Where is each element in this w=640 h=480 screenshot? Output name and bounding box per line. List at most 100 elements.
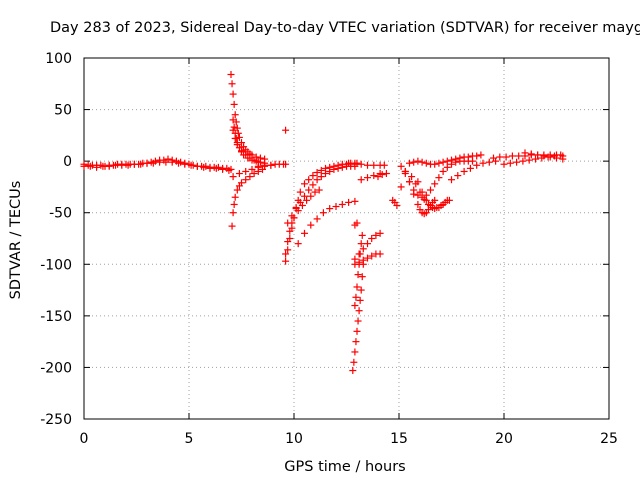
data-point: [193, 162, 201, 170]
data-point: [508, 152, 516, 160]
data-point: [397, 162, 405, 170]
axis-ticks: [83, 57, 610, 420]
data-point: [435, 174, 443, 182]
data-point: [370, 172, 378, 180]
data-point: [473, 161, 481, 169]
data-point: [410, 190, 418, 198]
data-point: [238, 179, 245, 187]
data-point: [364, 240, 371, 248]
data-point: [358, 273, 366, 281]
y-tick-label: 50: [54, 103, 72, 119]
data-point: [282, 160, 290, 168]
data-point: [248, 165, 256, 173]
data-point: [296, 188, 304, 196]
y-tick-label: 100: [45, 51, 72, 67]
data-point: [313, 176, 321, 184]
data-point: [282, 126, 290, 134]
data-point: [284, 238, 292, 246]
data-points: [80, 71, 567, 375]
data-point: [356, 296, 364, 304]
data-point: [296, 198, 304, 206]
data-point: [187, 161, 195, 169]
data-point: [527, 150, 535, 158]
data-point: [477, 151, 485, 159]
data-point: [238, 147, 245, 155]
data-point: [118, 161, 126, 169]
data-point: [242, 151, 250, 159]
data-point: [352, 338, 360, 346]
data-point: [229, 126, 237, 134]
data-point: [93, 163, 101, 171]
data-point: [319, 209, 327, 217]
data-point: [246, 154, 254, 162]
data-point: [351, 302, 359, 310]
data-point: [227, 71, 235, 79]
data-point: [370, 161, 378, 169]
data-point: [162, 158, 170, 166]
data-point: [105, 162, 113, 170]
data-point: [546, 153, 554, 161]
data-point: [368, 252, 376, 260]
data-point: [353, 327, 361, 335]
data-point: [86, 162, 94, 170]
data-point: [502, 153, 510, 161]
data-point: [353, 283, 361, 291]
data-point: [99, 162, 107, 170]
data-point: [485, 158, 493, 166]
data-point: [490, 154, 497, 162]
data-point: [231, 193, 239, 201]
data-point: [313, 215, 321, 223]
data-point: [443, 157, 451, 165]
data-point: [364, 174, 371, 182]
data-point: [326, 167, 334, 175]
data-point: [408, 173, 416, 181]
data-point: [231, 111, 239, 119]
data-point: [534, 151, 542, 159]
y-tick-labels: -250 -200 -150 -100 -50 0 50 100: [40, 51, 72, 428]
data-point: [352, 293, 360, 301]
data-point: [229, 209, 237, 217]
data-point: [439, 200, 447, 208]
data-point: [301, 229, 308, 237]
data-point: [359, 256, 367, 264]
data-point: [473, 152, 481, 160]
data-point: [553, 154, 560, 162]
data-point: [246, 173, 254, 181]
data-point: [206, 164, 214, 172]
data-point: [414, 157, 422, 165]
data-point: [286, 227, 294, 235]
data-point: [233, 186, 241, 194]
data-point: [506, 159, 514, 167]
data-point: [357, 286, 365, 294]
data-point: [345, 198, 353, 206]
data-point: [359, 245, 367, 253]
data-point: [334, 164, 342, 172]
data-point: [292, 205, 300, 213]
data-point: [479, 159, 487, 167]
data-point: [439, 158, 447, 166]
x-tick-label: 5: [185, 431, 194, 447]
data-point: [382, 170, 390, 178]
data-point: [500, 160, 508, 168]
data-point: [315, 186, 323, 194]
x-tick-label: 0: [80, 431, 89, 447]
data-point: [229, 173, 237, 181]
data-point: [230, 123, 238, 131]
data-point: [401, 167, 409, 175]
data-point: [112, 161, 119, 169]
data-point: [406, 178, 413, 186]
data-point: [448, 160, 455, 168]
data-point: [349, 367, 357, 375]
data-point: [294, 240, 302, 248]
data-point: [231, 134, 239, 142]
data-point: [351, 197, 359, 205]
data-point: [282, 250, 290, 258]
data-point: [351, 260, 359, 268]
data-point: [393, 201, 401, 209]
data-point: [130, 160, 138, 168]
data-point: [358, 231, 366, 239]
data-point: [435, 159, 443, 167]
data-point: [284, 246, 292, 254]
data-point: [228, 222, 236, 230]
